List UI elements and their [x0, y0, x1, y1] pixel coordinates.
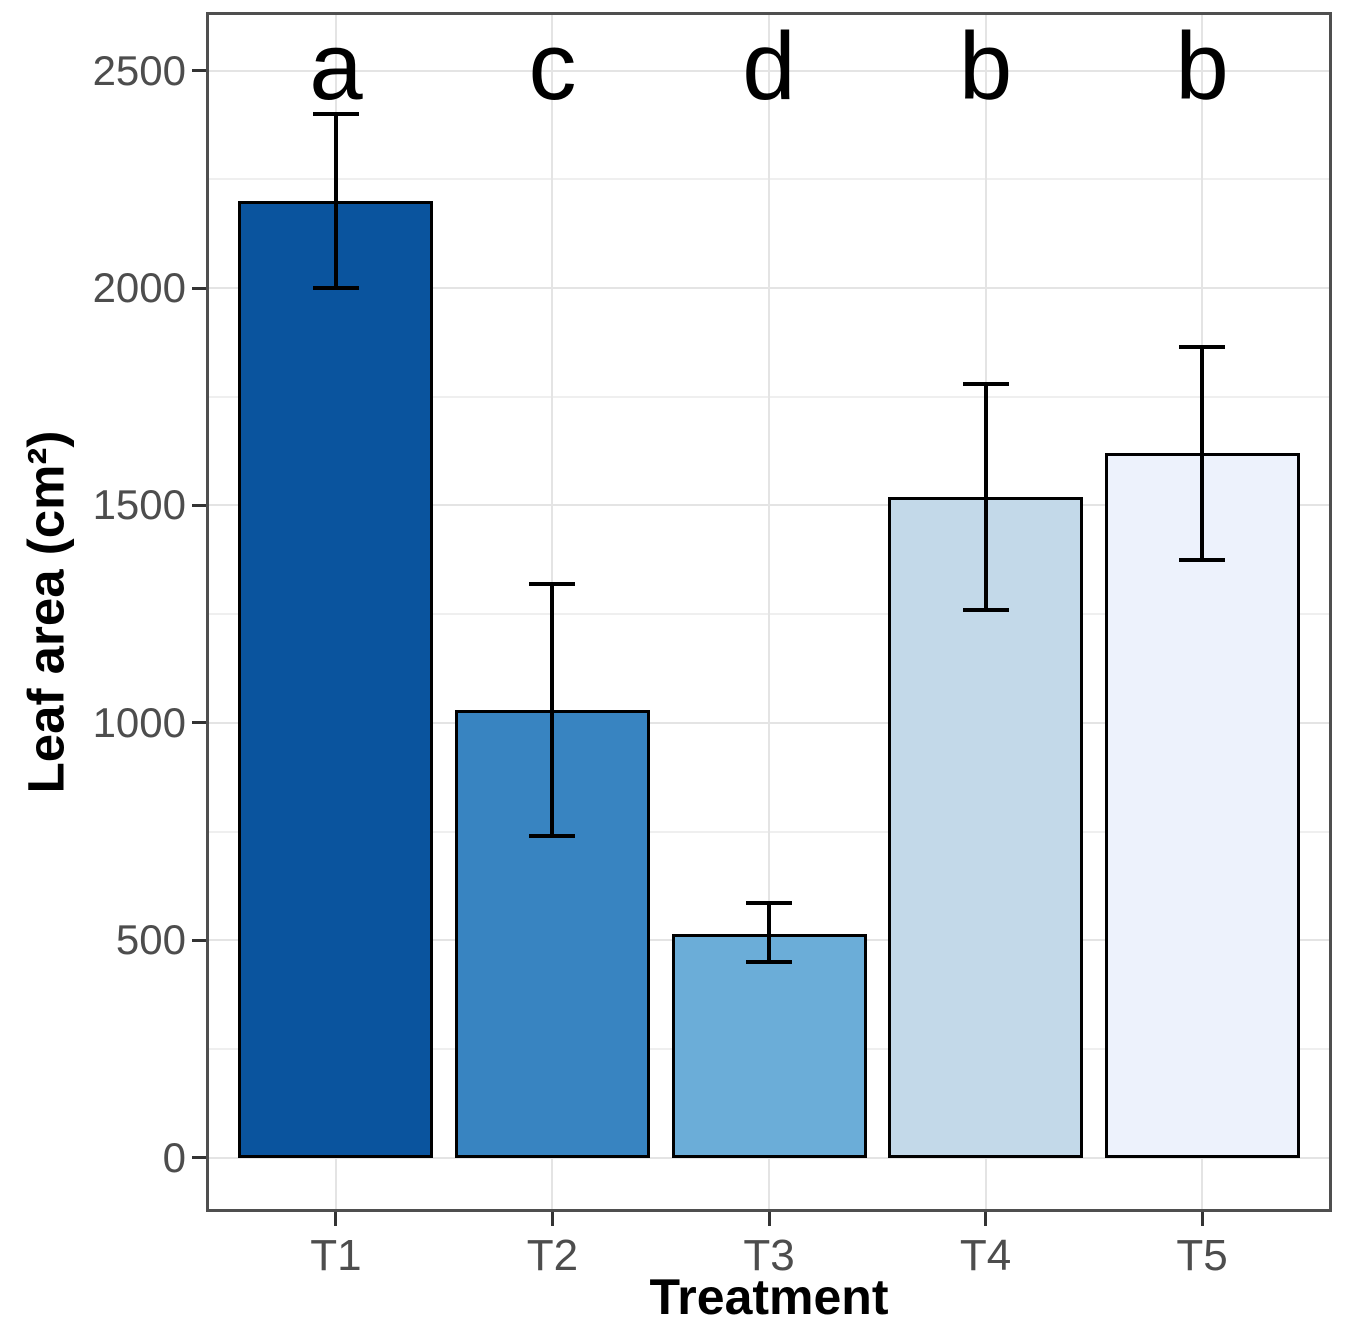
- error-bar-cap-top-t3: [746, 901, 792, 906]
- y-tick-mark: [192, 286, 206, 290]
- error-bar-cap-top-t1: [312, 112, 359, 117]
- y-tick-mark: [192, 69, 206, 73]
- error-bar-cap-top-t2: [529, 581, 576, 586]
- error-bar-line-t1: [333, 114, 338, 289]
- y-tick-mark: [192, 721, 206, 725]
- x-tick-label-t1: T1: [310, 1231, 362, 1280]
- x-tick-mark-t2: [550, 1212, 554, 1226]
- x-axis-title: Treatment: [649, 1269, 889, 1325]
- y-tick-label: 0: [162, 1133, 186, 1181]
- x-tick-label-t4: T4: [959, 1231, 1012, 1280]
- sig-letter-t4: b: [958, 12, 1013, 120]
- gridline-x-t3: [768, 12, 770, 1212]
- x-tick-label-t5: T5: [1176, 1231, 1228, 1280]
- error-bar-line-t3: [767, 903, 771, 962]
- y-tick-label: 1500: [92, 481, 186, 529]
- x-tick-mark-t1: [334, 1212, 338, 1226]
- x-tick-mark-t3: [767, 1212, 771, 1226]
- y-axis-title-text: Leaf area (cm²): [17, 430, 75, 794]
- y-tick-mark: [192, 1156, 206, 1160]
- error-bar-cap-top-t4: [962, 381, 1009, 386]
- error-bar-line-t4: [983, 383, 988, 610]
- x-tick-mark-t4: [984, 1212, 988, 1226]
- y-tick-label: 1000: [92, 698, 186, 746]
- error-bar-cap-bottom-t4: [962, 607, 1009, 612]
- bar-t1: [238, 201, 434, 1158]
- y-tick-mark: [192, 503, 206, 507]
- sig-letter-t3: d: [742, 12, 796, 120]
- bar-t3: [671, 933, 867, 1158]
- sig-letter-t2: c: [528, 12, 577, 120]
- x-tick-label-t3: T3: [743, 1231, 795, 1280]
- sig-letter-t1: a: [309, 12, 363, 120]
- y-tick-label: 2500: [92, 46, 186, 94]
- error-bar-line-t2: [550, 583, 555, 836]
- error-bar-line-t5: [1200, 346, 1205, 560]
- error-bar-cap-bottom-t5: [1179, 557, 1226, 562]
- error-bar-cap-top-t5: [1179, 344, 1226, 349]
- sig-letter-t5: b: [1175, 12, 1229, 120]
- x-tick-mark-t5: [1200, 1212, 1204, 1226]
- y-tick-label: 500: [115, 916, 186, 964]
- y-tick-mark: [192, 938, 206, 942]
- error-bar-cap-bottom-t2: [529, 833, 576, 838]
- error-bar-cap-bottom-t3: [746, 960, 792, 964]
- y-tick-label: 2000: [92, 264, 186, 312]
- x-tick-label-t2: T2: [526, 1231, 579, 1280]
- error-bar-cap-bottom-t1: [312, 286, 359, 291]
